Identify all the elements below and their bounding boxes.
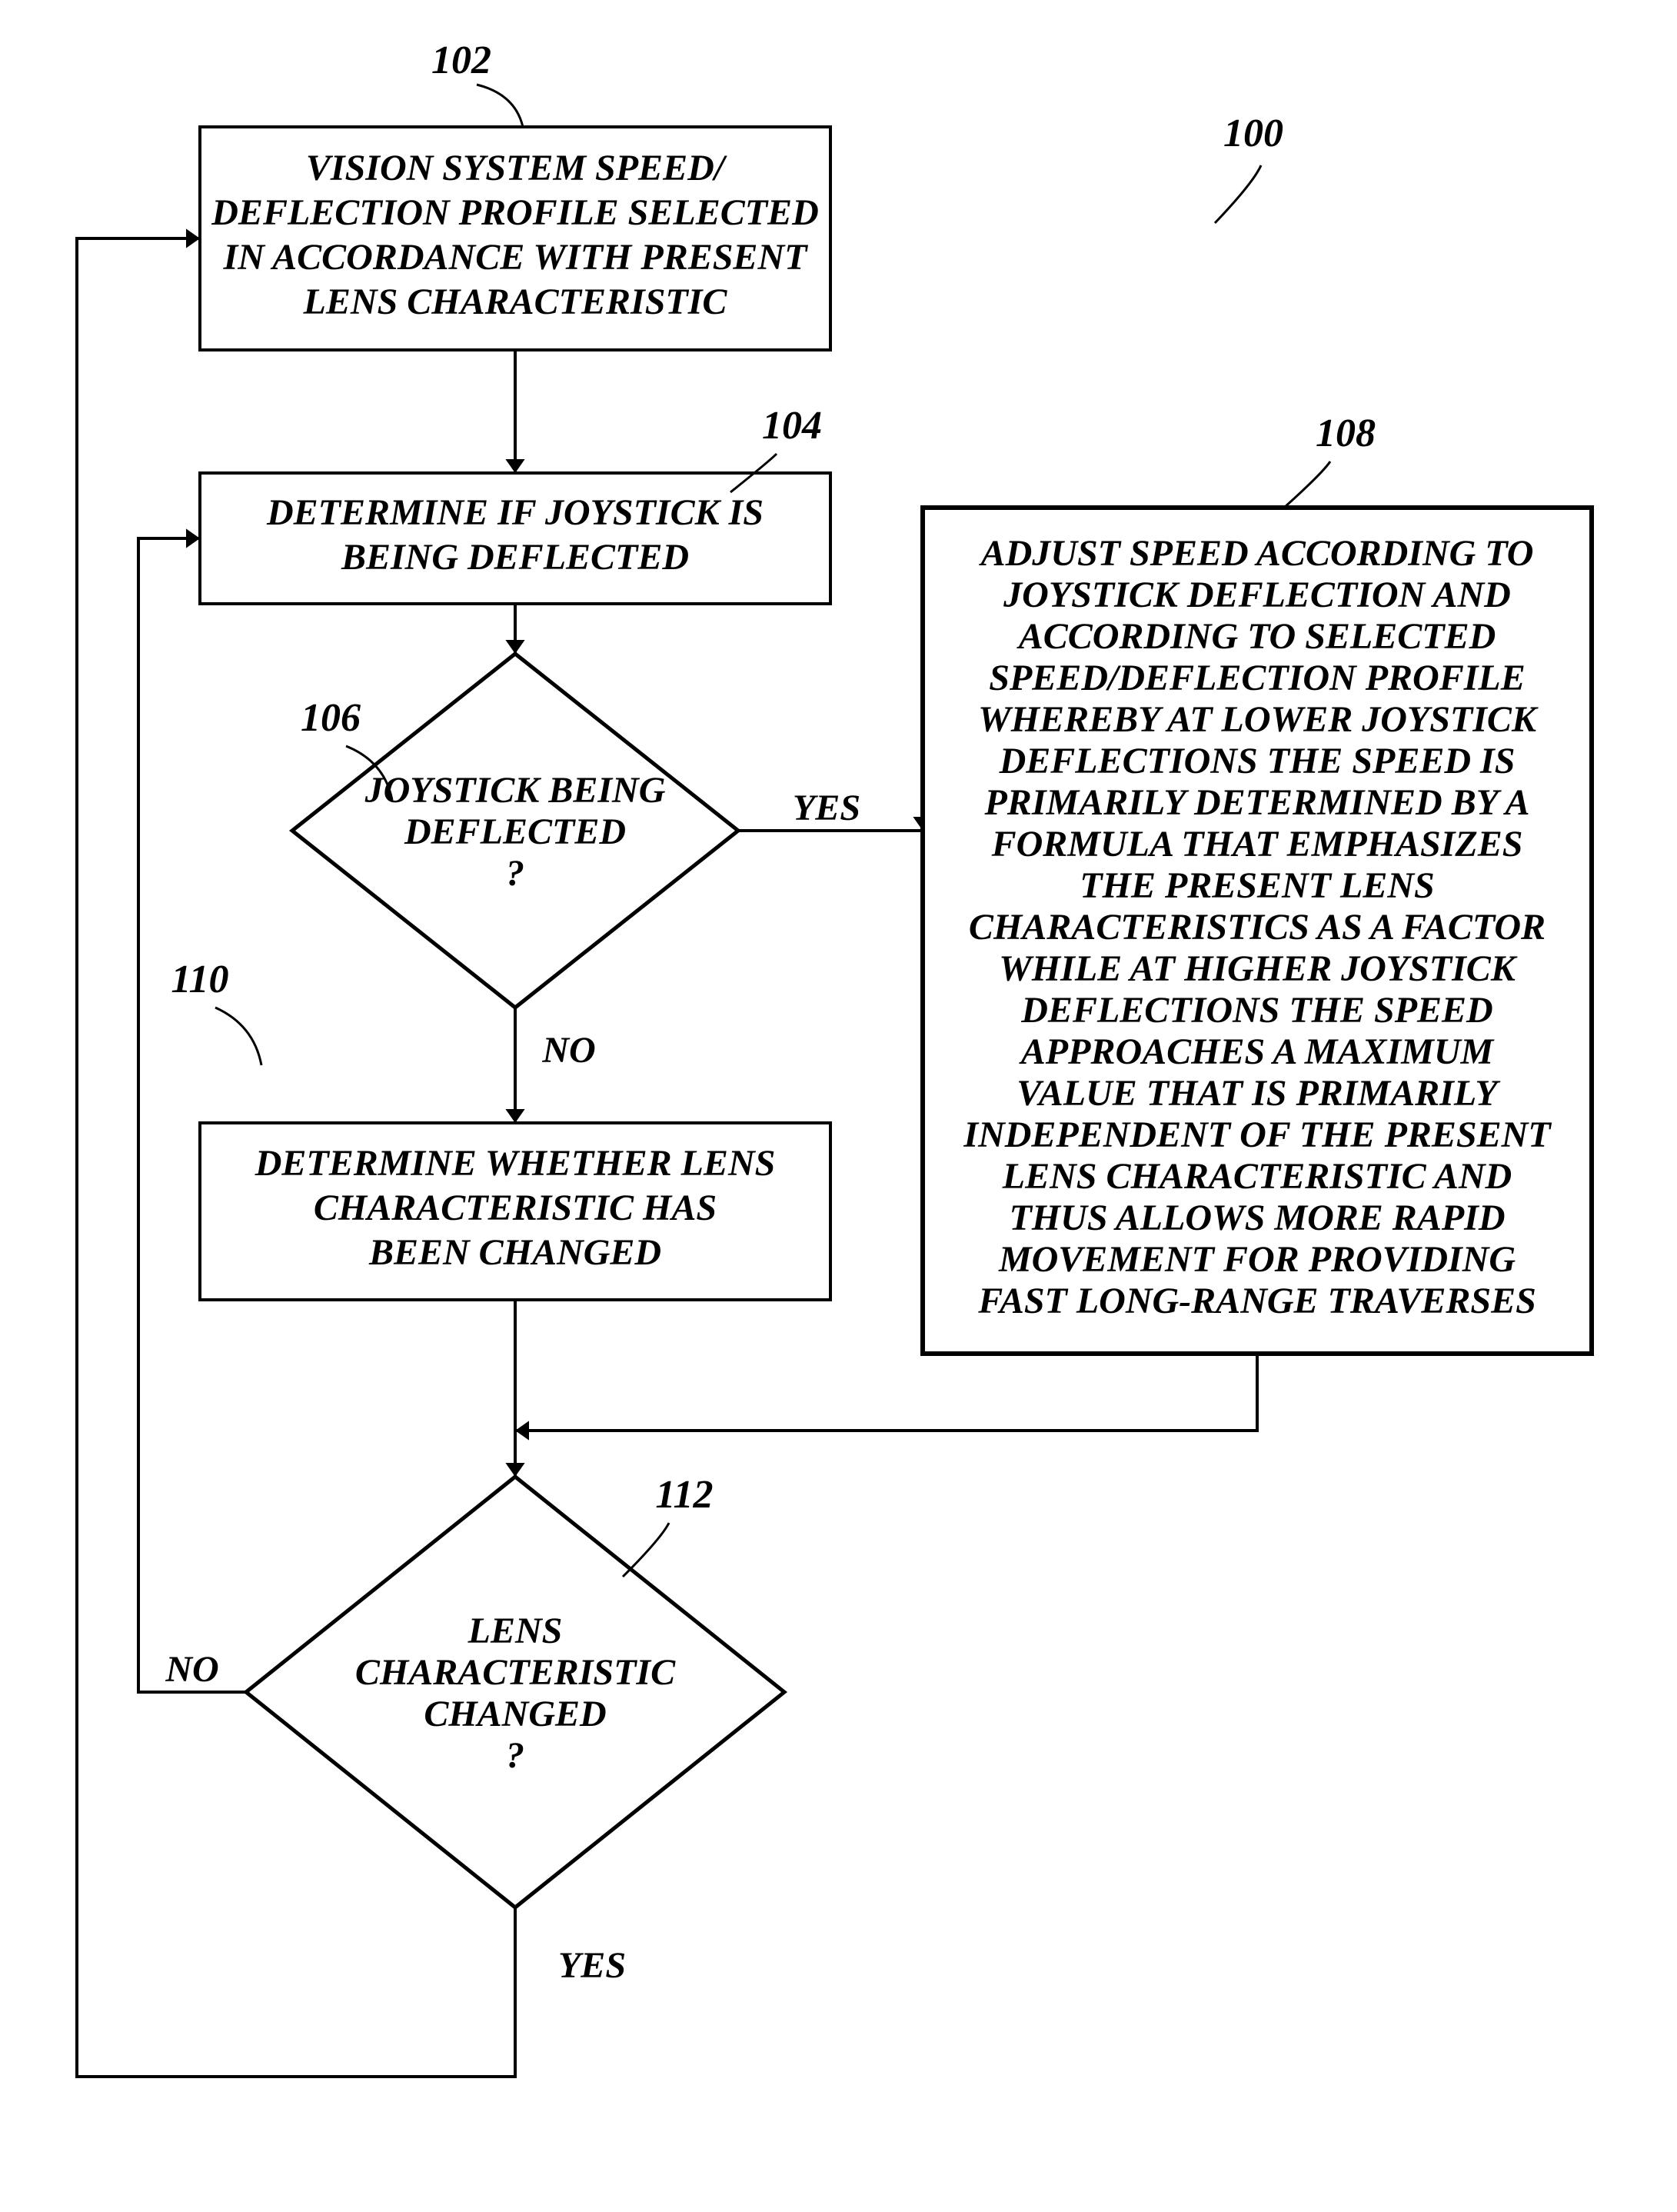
ref-number: 108 (1316, 411, 1376, 455)
ref-leader (215, 1008, 261, 1065)
ref-number: 110 (171, 958, 228, 1001)
ref-number: 112 (655, 1473, 713, 1517)
edge-label: NO (541, 1030, 595, 1071)
ref-number: 102 (431, 38, 491, 82)
edge-label: YES (558, 1945, 626, 1986)
flow-edge (515, 1354, 1257, 1431)
ref-number: 104 (762, 404, 822, 448)
ref-leader (477, 85, 523, 127)
edge-label: YES (793, 788, 860, 828)
ref-number: 106 (301, 696, 361, 740)
edge-label: NO (165, 1649, 218, 1690)
ref-leader (623, 1523, 669, 1577)
flow-edge (138, 538, 246, 1692)
ref-leader (1215, 165, 1261, 223)
ref-number: 100 (1223, 112, 1283, 155)
ref-leader (1284, 461, 1330, 508)
node-label: ADJUST SPEED ACCORDING TOJOYSTICK DEFLEC… (963, 533, 1552, 1321)
